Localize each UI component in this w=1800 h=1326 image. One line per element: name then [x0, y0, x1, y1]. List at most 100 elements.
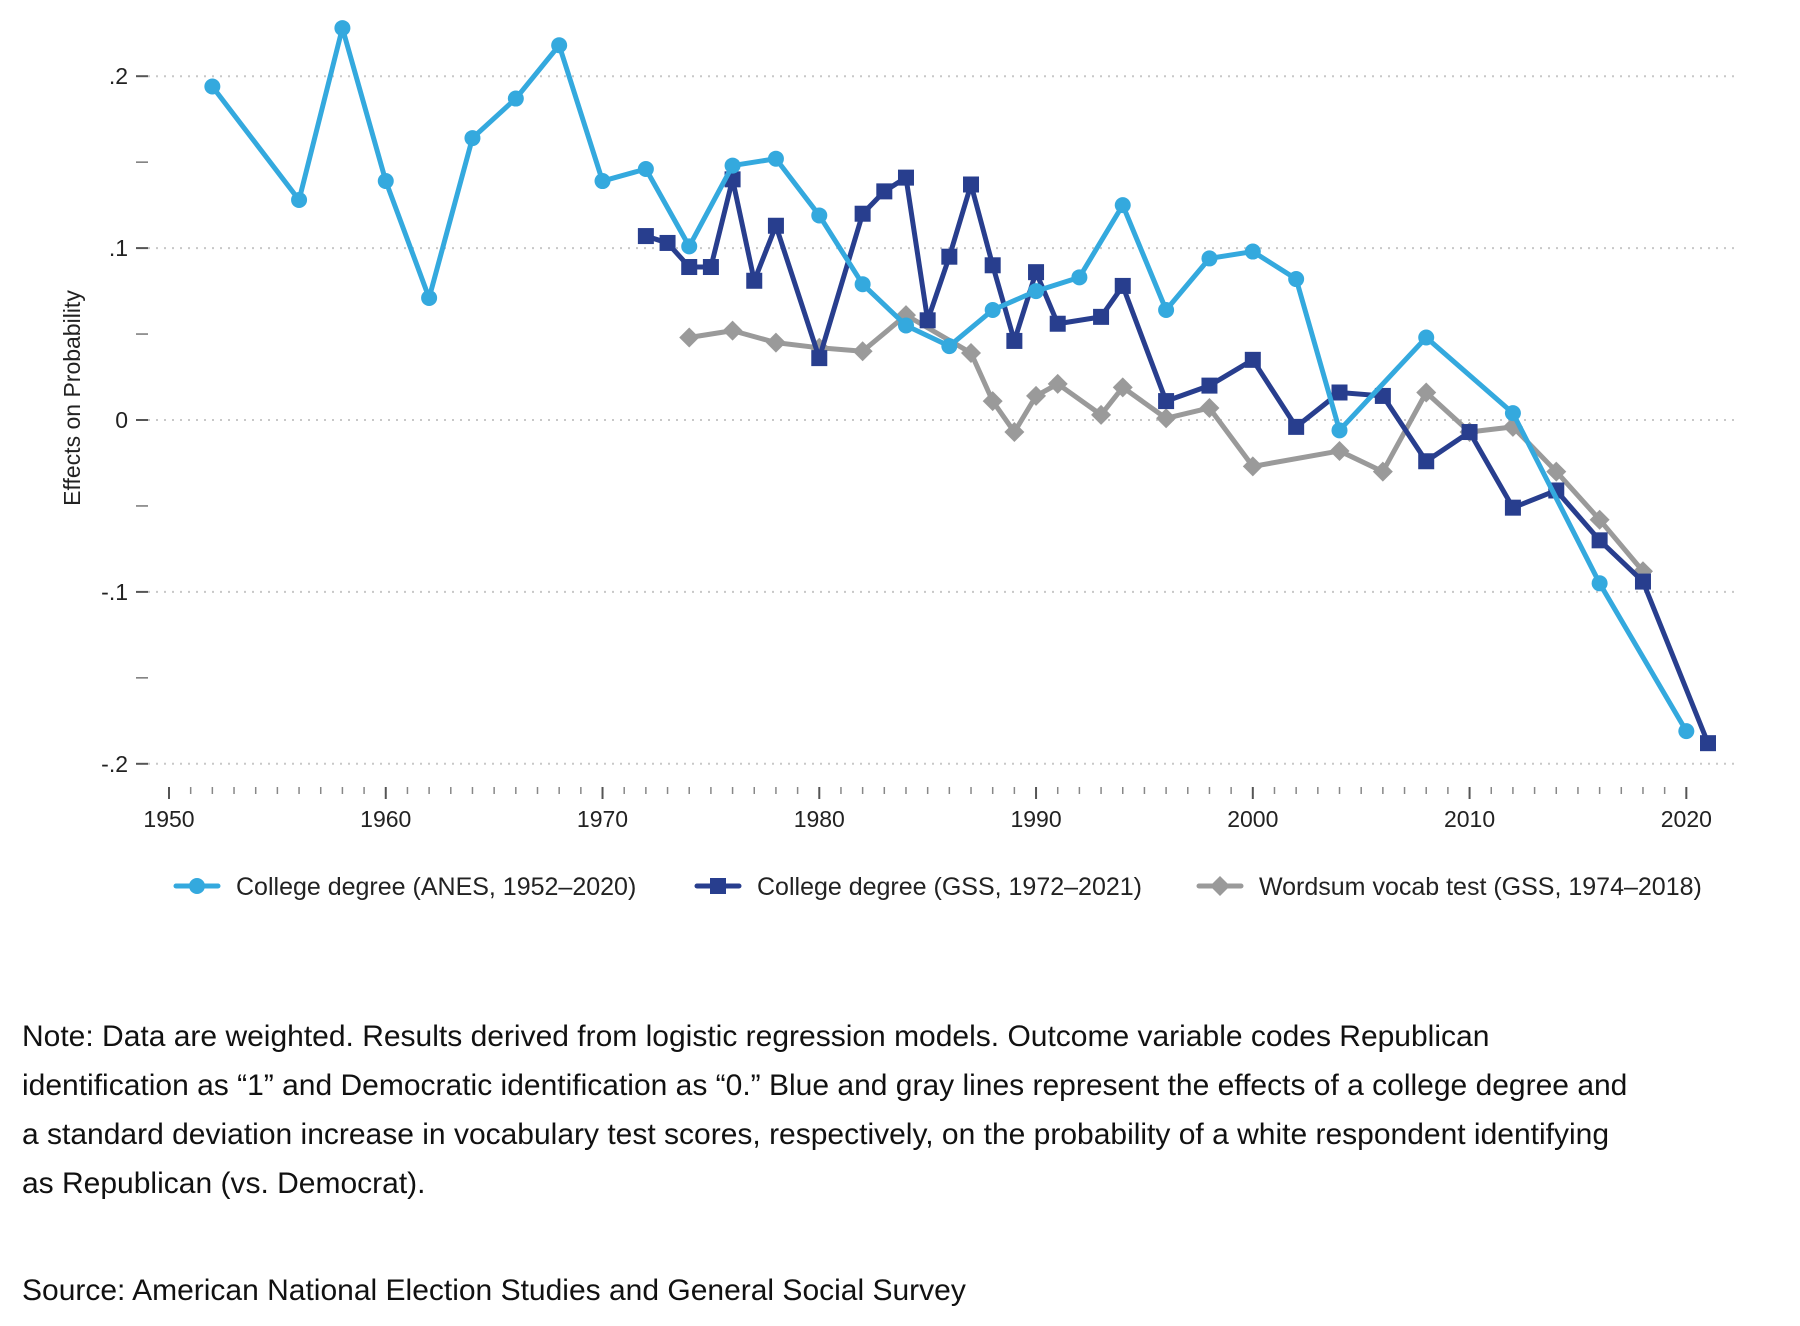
data-point: [679, 327, 700, 348]
data-point: [291, 191, 308, 208]
data-point: [681, 259, 698, 276]
data-point: [1374, 387, 1391, 404]
data-point: [1700, 735, 1716, 752]
data-point: [1114, 277, 1131, 294]
note-text: Note: Data are weighted. Results derived…: [22, 1020, 1628, 1200]
data-point: [811, 350, 828, 367]
source-text: Source: American National Election Studi…: [22, 1274, 966, 1307]
data-point: [1071, 269, 1088, 286]
data-point: [1591, 532, 1608, 549]
x-tick-label: 1960: [360, 806, 411, 832]
data-point: [1156, 408, 1177, 429]
axes: .2 .1 0 -.1 -.2 1950 1960 1970 1980 1990 2000 2010 2…: [101, 63, 1712, 832]
data-point: [1199, 397, 1220, 418]
data-point: [941, 248, 958, 265]
data-point: [984, 257, 1001, 274]
data-point: [1158, 393, 1175, 410]
series-2: [637, 169, 1716, 752]
data-point: [1418, 329, 1435, 346]
data-point: [1158, 301, 1175, 318]
data-point: [876, 183, 893, 200]
data-point: [1589, 509, 1610, 530]
data-point: [377, 173, 394, 190]
legend: College degree (ANES, 1952–2020) College …: [173, 873, 1702, 901]
data-point: [963, 176, 980, 193]
data-point: [1504, 499, 1521, 516]
data-point: [204, 78, 221, 95]
y-tick-label: .2: [109, 63, 128, 89]
data-point: [1047, 373, 1068, 394]
x-tick-label: 1980: [794, 806, 845, 832]
x-tick-label: 2010: [1444, 806, 1495, 832]
data-point: [702, 259, 719, 276]
legend-item-1: College degree (ANES, 1952–2020): [173, 873, 636, 901]
x-tick-label: 2020: [1661, 806, 1712, 832]
legend-label: College degree (GSS, 1972–2021): [757, 873, 1142, 901]
data-point: [1201, 250, 1218, 267]
data-point: [421, 289, 438, 306]
data-point: [961, 342, 982, 363]
data-point: [1591, 575, 1608, 592]
y-tick-label: 0: [115, 407, 128, 433]
data-point: [1091, 404, 1112, 425]
data-point: [1331, 384, 1348, 401]
legend-swatch-marker: [710, 878, 726, 894]
data-point: [919, 312, 936, 329]
data-point: [854, 276, 871, 293]
data-point: [1114, 197, 1131, 214]
y-tick-label: -.1: [101, 579, 128, 605]
data-point: [767, 217, 784, 234]
data-point: [637, 228, 654, 245]
data-point: [724, 157, 741, 174]
data-point: [941, 338, 958, 355]
y-axis-label: Effects on Probability: [59, 290, 85, 506]
notes-section: Note: Data are weighted. Results derived…: [22, 1012, 1642, 1307]
data-point: [767, 150, 784, 167]
x-tick-label: 2000: [1227, 806, 1278, 832]
data-point: [1416, 382, 1437, 403]
data-point: [1546, 461, 1567, 482]
data-point: [982, 391, 1003, 412]
data-point: [1372, 461, 1393, 482]
data-point: [1006, 332, 1023, 349]
y-tick-label: -.2: [101, 751, 128, 777]
data-point: [1093, 308, 1110, 325]
gridlines: [148, 75, 1740, 765]
data-point: [722, 320, 743, 341]
data-point: [765, 332, 786, 353]
plot-series: [204, 20, 1716, 752]
data-point: [854, 205, 871, 222]
data-point: [897, 169, 914, 186]
data-point: [1028, 283, 1045, 300]
data-point: [594, 173, 611, 190]
data-point: [1288, 418, 1305, 435]
data-point: [1028, 264, 1045, 281]
data-point: [334, 20, 351, 37]
data-point: [1242, 456, 1263, 477]
data-point: [1678, 723, 1695, 740]
legend-swatch-marker: [1210, 876, 1230, 896]
data-point: [811, 207, 828, 224]
data-point: [1461, 424, 1478, 441]
data-point: [551, 37, 568, 54]
y-tick-label: .1: [109, 235, 128, 261]
series-1: [204, 20, 1695, 740]
legend-label: College degree (ANES, 1952–2020): [236, 873, 636, 901]
x-tick-label: 1950: [143, 806, 194, 832]
data-point: [1288, 271, 1305, 288]
data-point: [1004, 422, 1025, 443]
data-point: [984, 301, 1001, 318]
legend-item-2: College degree (GSS, 1972–2021): [694, 873, 1142, 901]
line-chart: .2 .1 0 -.1 -.2 1950 1960 1970 1980 1990 2000 2010 2…: [59, 20, 1740, 901]
data-point: [1244, 351, 1261, 368]
data-point: [659, 234, 676, 251]
data-point: [1331, 422, 1348, 439]
data-point: [1418, 453, 1435, 470]
x-tick-label: 1970: [577, 806, 628, 832]
data-point: [852, 341, 873, 362]
data-point: [637, 161, 654, 178]
data-point: [1112, 377, 1133, 398]
data-point: [464, 130, 481, 147]
data-point: [1049, 315, 1066, 332]
series-line: [686, 312, 1646, 574]
